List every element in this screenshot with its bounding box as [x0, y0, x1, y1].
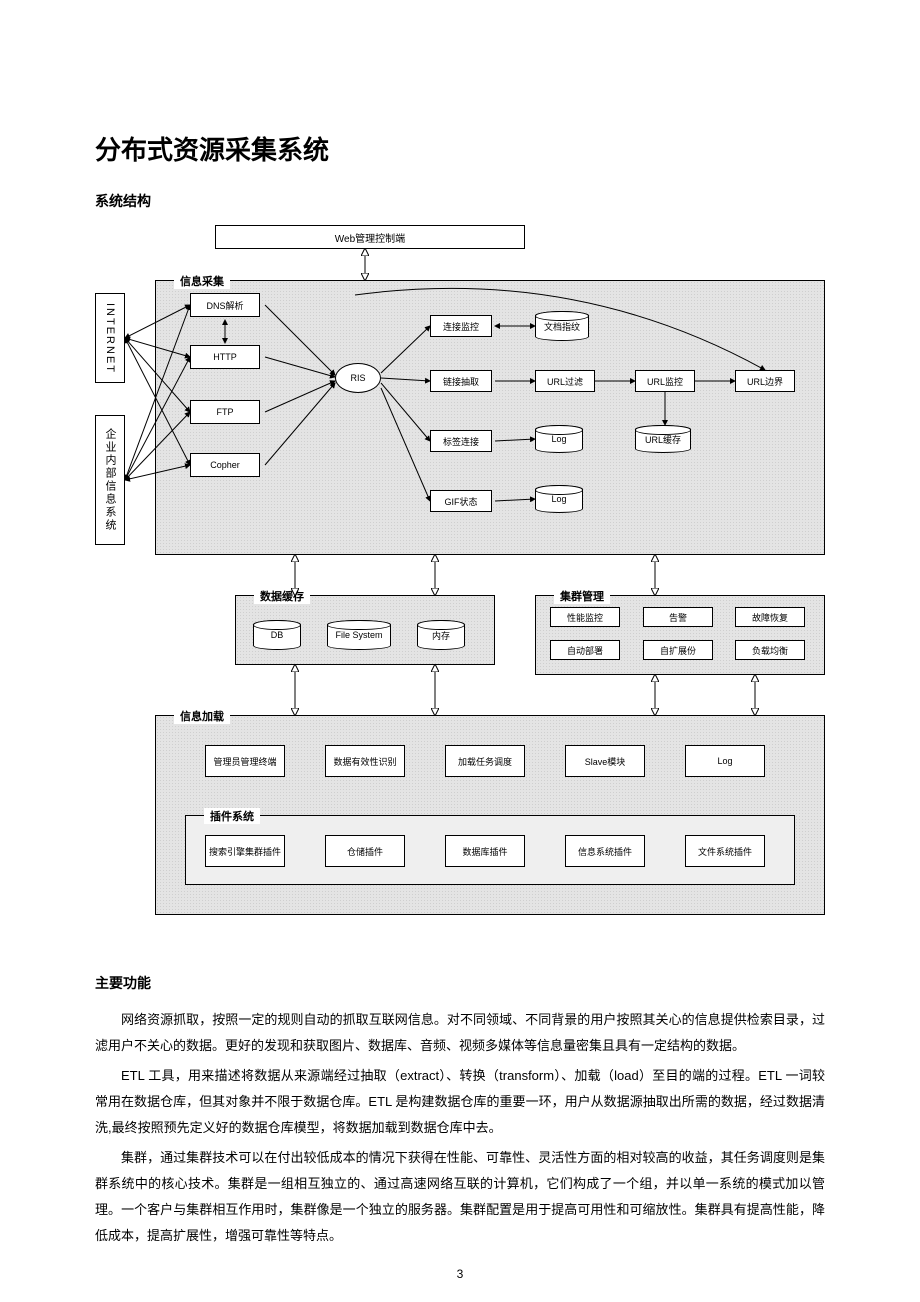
log2-cyl: Log: [535, 485, 583, 513]
fs-plugin-box: 文件系统插件: [685, 835, 765, 867]
search-plugin-box: 搜索引擎集群插件: [205, 835, 285, 867]
admin-terminal-box: 管理员管理终端: [205, 745, 285, 777]
info-sys-plugin-box: 信息系统插件: [565, 835, 645, 867]
plugin-panel-label: 插件系统: [204, 808, 260, 824]
db-plugin-box: 数据库插件: [445, 835, 525, 867]
copher-box: Copher: [190, 453, 260, 477]
storage-plugin-box: 仓储插件: [325, 835, 405, 867]
page-title: 分布式资源采集系统: [95, 130, 825, 167]
auto-deploy-box: 自动部署: [550, 640, 620, 660]
perf-monitor-box: 性能监控: [550, 607, 620, 627]
cache-panel-label: 数据缓存: [254, 588, 310, 604]
web-console-box: Web管理控制端: [215, 225, 525, 249]
paragraph-2: ETL 工具，用来描述将数据从来源端经过抽取（extract）、转换（trans…: [95, 1063, 825, 1141]
enterprise-box: 企业内部信息系统: [95, 415, 125, 545]
conn-monitor-box: 连接监控: [430, 315, 492, 337]
ris-node: RIS: [335, 363, 381, 393]
gif-state-box: GIF状态: [430, 490, 492, 512]
load-schedule-box: 加载任务调度: [445, 745, 525, 777]
collect-panel-label: 信息采集: [174, 273, 230, 289]
url-boundary-box: URL边界: [735, 370, 795, 392]
paragraph-1: 网络资源抓取，按照一定的规则自动的抓取互联网信息。对不同领域、不同背景的用户按照…: [95, 1007, 825, 1059]
url-filter-box: URL过滤: [535, 370, 595, 392]
data-validity-box: 数据有效性识别: [325, 745, 405, 777]
load-balance-box: 负载均衡: [735, 640, 805, 660]
internet-box: INTERNET: [95, 293, 125, 383]
tag-link-box: 标签连接: [430, 430, 492, 452]
url-cache-cyl: URL缓存: [635, 425, 691, 453]
mem-cyl: 内存: [417, 620, 465, 650]
fs-cyl: File System: [327, 620, 391, 650]
load-panel-label: 信息加载: [174, 708, 230, 724]
auto-scale-box: 自扩展份: [643, 640, 713, 660]
alarm-box: 告警: [643, 607, 713, 627]
paragraph-3: 集群，通过集群技术可以在付出较低成本的情况下获得在性能、可靠性、灵活性方面的相对…: [95, 1145, 825, 1249]
db-cyl: DB: [253, 620, 301, 650]
dns-box: DNS解析: [190, 293, 260, 317]
fault-recovery-box: 故障恢复: [735, 607, 805, 627]
link-extract-box: 链接抽取: [430, 370, 492, 392]
architecture-diagram: Web管理控制端 INTERNET 企业内部信息系统 信息采集 DNS解析 HT…: [95, 225, 825, 955]
doc-fingerprint-cyl: 文档指纹: [535, 311, 589, 341]
log1-cyl: Log: [535, 425, 583, 453]
load-log-box: Log: [685, 745, 765, 777]
section-functions: 主要功能: [95, 973, 825, 993]
ftp-box: FTP: [190, 400, 260, 424]
section-structure: 系统结构: [95, 191, 825, 211]
cluster-panel-label: 集群管理: [554, 588, 610, 604]
http-box: HTTP: [190, 345, 260, 369]
page-number: 3: [0, 1267, 920, 1281]
slave-module-box: Slave模块: [565, 745, 645, 777]
url-monitor-box: URL监控: [635, 370, 695, 392]
